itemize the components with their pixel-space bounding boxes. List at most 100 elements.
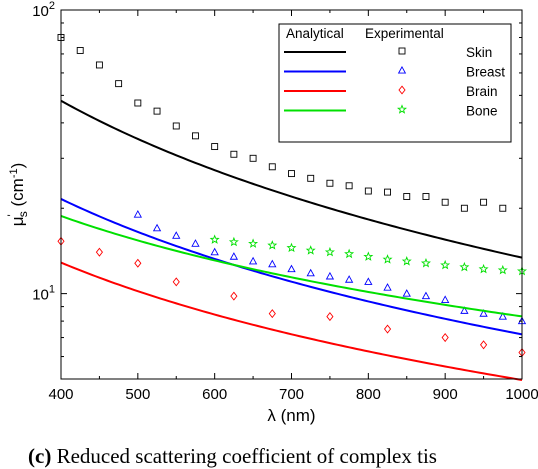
- data-point-skin: [345, 182, 353, 190]
- data-point-breast: [402, 289, 411, 297]
- data-point-bone: [401, 256, 412, 266]
- data-point-skin: [192, 132, 199, 140]
- data-point-breast: [479, 309, 488, 317]
- data-point-bone: [324, 246, 335, 257]
- data-point-skin: [384, 188, 391, 196]
- legend-marker-skin: [398, 47, 406, 55]
- x-tick-label: 1000: [505, 386, 538, 403]
- data-point-skin: [460, 204, 468, 212]
- data-point-skin: [211, 143, 219, 151]
- data-point-skin: [307, 174, 315, 182]
- y-tick-label: 102: [32, 0, 55, 20]
- data-point-brain: [480, 340, 488, 350]
- data-point-breast: [210, 247, 219, 256]
- data-point-brain: [326, 312, 334, 322]
- data-point-brain: [95, 247, 103, 257]
- data-point-breast: [364, 277, 373, 285]
- caption-text: Reduced scattering coefficient of comple…: [51, 444, 437, 468]
- legend-marker-bone: [397, 104, 407, 114]
- data-point-skin: [230, 150, 238, 158]
- data-point-bone: [478, 263, 489, 274]
- analytical-curve-brain: [60, 261, 523, 381]
- data-point-brain: [134, 258, 142, 268]
- data-point-breast: [383, 283, 392, 291]
- data-point-skin: [422, 193, 430, 200]
- x-tick-label: 600: [202, 386, 227, 403]
- data-point-skin: [249, 154, 257, 162]
- data-point-bone: [267, 240, 278, 250]
- data-point-breast: [498, 312, 507, 320]
- data-point-breast: [441, 295, 450, 303]
- data-point-brain: [383, 324, 392, 334]
- data-point-skin: [326, 179, 334, 187]
- legend-box: [278, 23, 512, 143]
- analytical-curve-skin: [60, 99, 523, 259]
- legend-label-skin: Skin: [466, 45, 492, 60]
- scattering-chart: 400 500 600 700 800 900 1000 101 102 λ (nm) μ's (c…: [5, 0, 538, 425]
- series-brain: [57, 236, 526, 381]
- data-point-breast: [306, 268, 315, 277]
- y-axis-label: μ's (cm-1): [5, 163, 30, 227]
- data-point-breast: [287, 264, 296, 273]
- data-point-skin: [364, 187, 372, 195]
- data-point-brain: [441, 333, 449, 343]
- data-point-bone: [286, 242, 297, 253]
- data-point-bone: [420, 257, 431, 268]
- data-point-bone: [440, 259, 451, 270]
- data-point-skin: [499, 204, 507, 212]
- x-tick-label: 700: [279, 386, 304, 403]
- figure-caption: (c) Reduced scattering coefficient of co…: [28, 444, 437, 469]
- data-point-skin: [134, 99, 142, 107]
- data-point-bone: [344, 248, 355, 259]
- legend-marker-brain: [398, 85, 406, 95]
- caption-prefix: (c): [28, 444, 52, 468]
- data-point-breast: [133, 210, 142, 218]
- data-point-skin: [268, 163, 276, 171]
- data-point-skin: [172, 122, 180, 130]
- x-tick-label: 500: [125, 386, 150, 403]
- data-point-skin: [288, 170, 295, 178]
- data-point-bone: [363, 251, 374, 261]
- data-point-skin: [480, 198, 488, 206]
- legend-label-brain: Brain: [466, 84, 498, 99]
- data-point-breast: [248, 256, 258, 265]
- data-point-skin: [153, 107, 161, 115]
- series-bone: [60, 215, 528, 318]
- data-point-bone: [497, 264, 508, 275]
- data-point-breast: [344, 275, 354, 283]
- analytical-curve-bone: [60, 215, 523, 318]
- data-point-breast: [268, 259, 277, 268]
- data-point-breast: [460, 306, 469, 314]
- data-point-breast: [172, 231, 181, 239]
- data-point-skin: [441, 198, 449, 206]
- y-tick-label: 101: [32, 284, 55, 304]
- data-point-bone: [228, 236, 239, 247]
- series-breast: [60, 198, 527, 336]
- legend-marker-breast: [397, 65, 407, 74]
- data-point-brain: [268, 309, 276, 319]
- data-point-bone: [305, 245, 316, 255]
- x-tick-label: 900: [433, 386, 458, 403]
- data-point-skin: [76, 47, 84, 54]
- data-point-brain: [230, 291, 238, 301]
- legend-label-bone: Bone: [466, 104, 498, 119]
- data-point-skin: [403, 193, 411, 200]
- x-tick-label: 800: [356, 386, 381, 403]
- data-point-bone: [382, 254, 393, 264]
- x-axis-label: λ (nm): [267, 406, 315, 425]
- data-point-bone: [209, 234, 220, 244]
- data-point-breast: [325, 271, 335, 280]
- legend-label-breast: Breast: [466, 65, 505, 80]
- data-point-skin: [95, 61, 103, 69]
- data-point-skin: [115, 80, 123, 88]
- legend-header-experimental: Experimental: [365, 26, 444, 41]
- data-point-bone: [248, 238, 259, 248]
- legend-header-analytical: Analytical: [286, 26, 344, 41]
- data-point-bone: [459, 261, 470, 272]
- analytical-curve-breast: [60, 198, 523, 336]
- series-skin: [57, 34, 523, 259]
- data-point-breast: [191, 239, 200, 247]
- data-point-breast: [421, 291, 431, 300]
- data-point-breast: [152, 223, 162, 232]
- x-tick-label: 400: [48, 386, 73, 403]
